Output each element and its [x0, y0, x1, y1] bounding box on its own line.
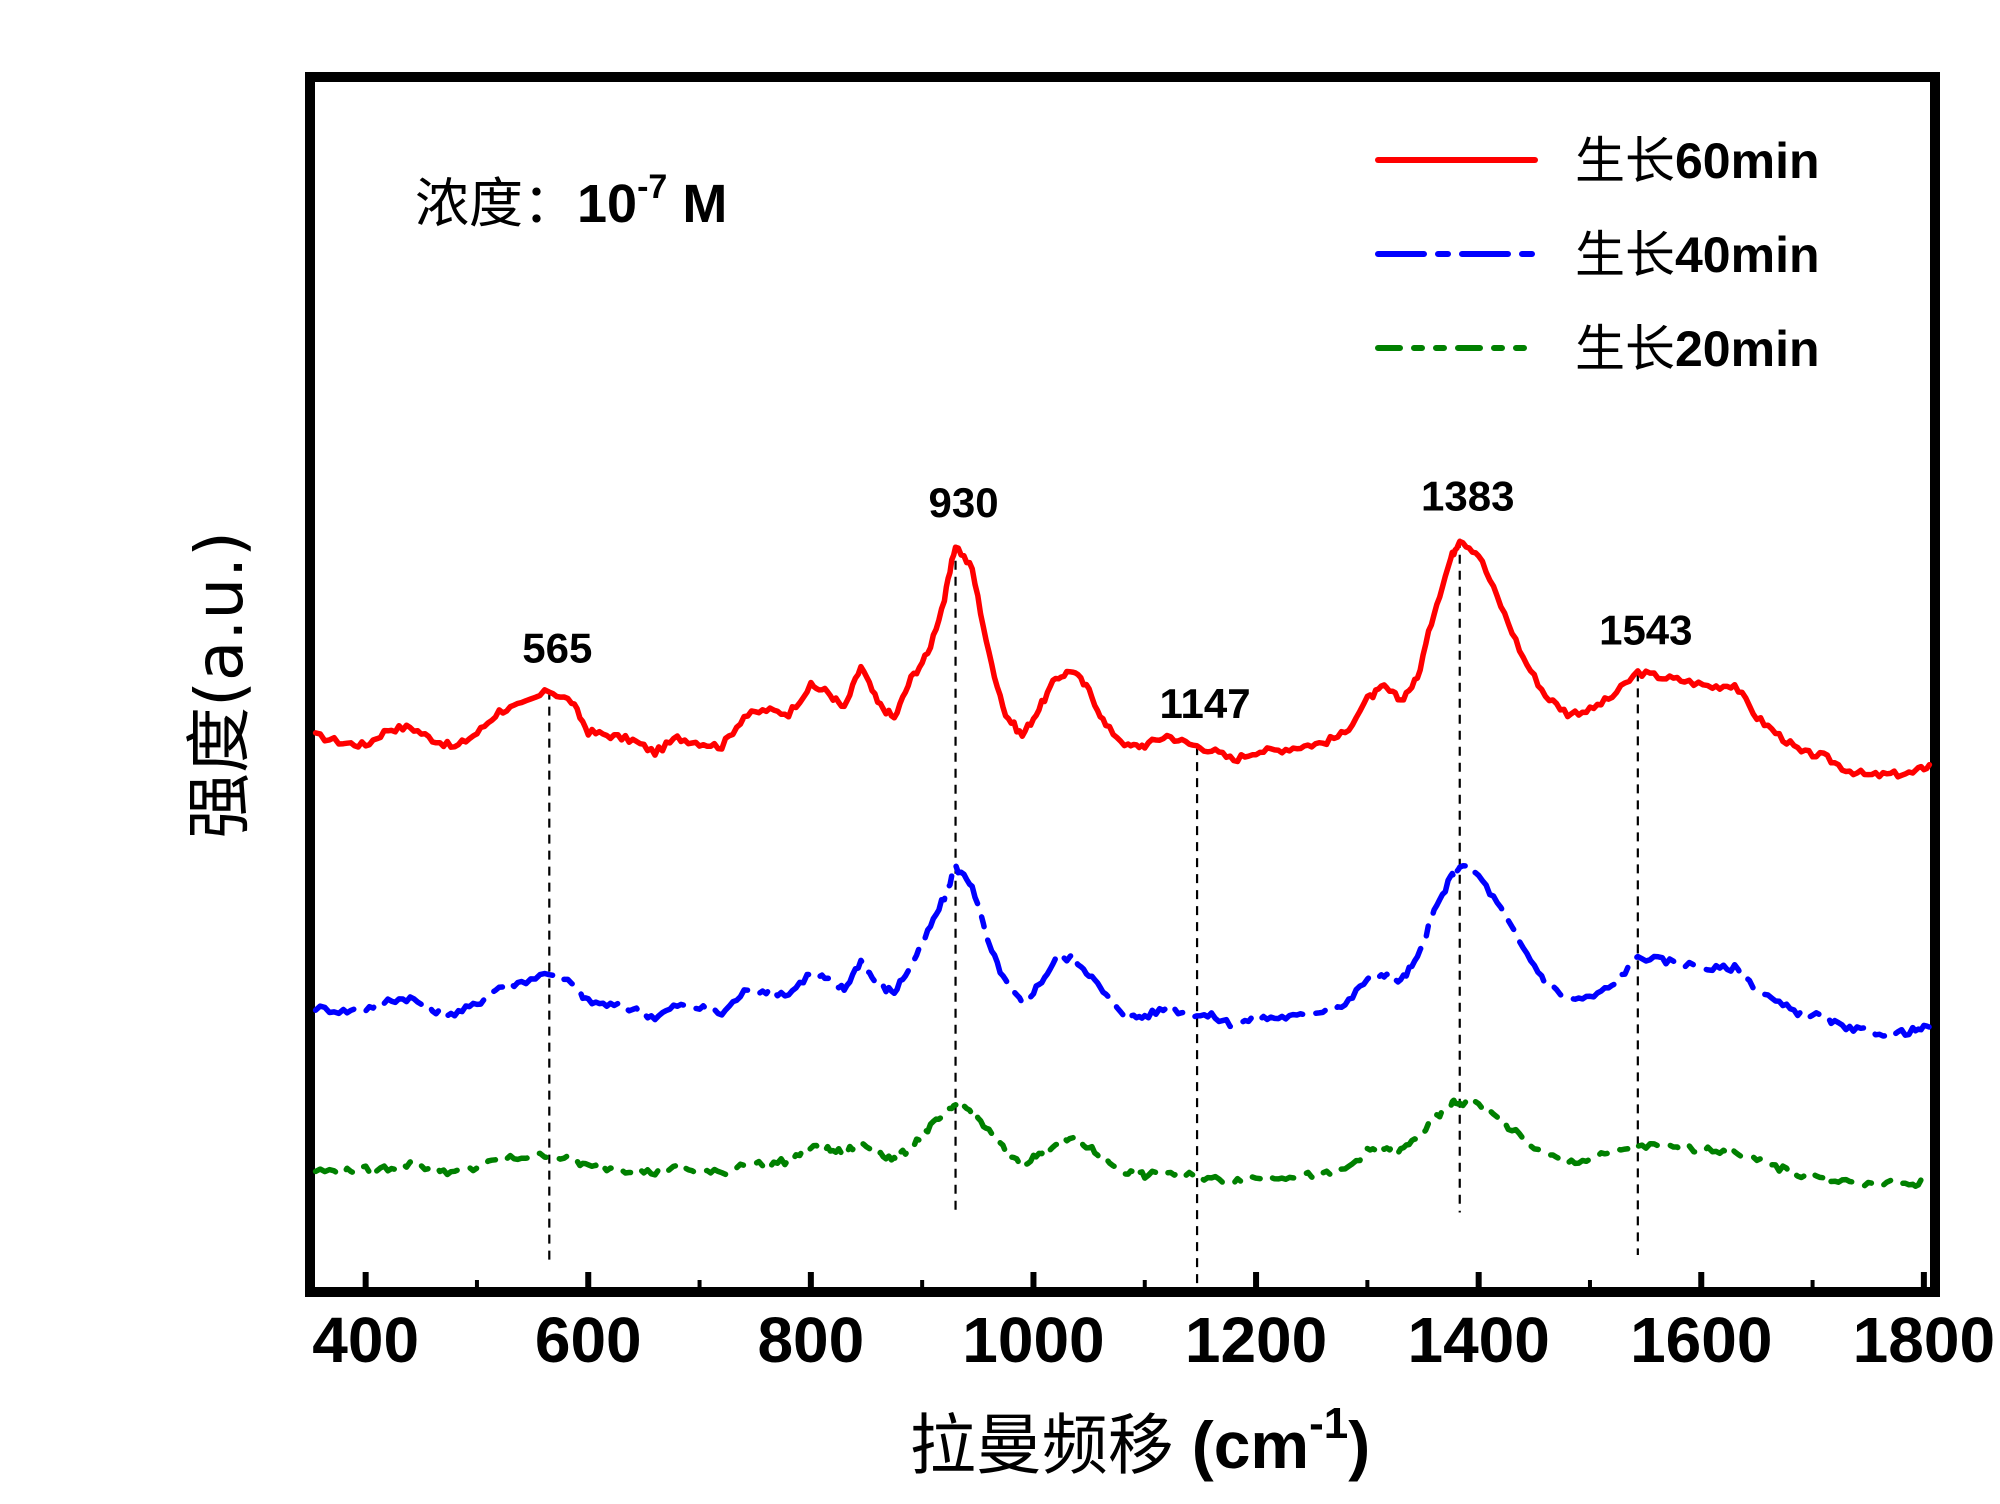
- x-axis-unit-prefix: (cm: [1192, 1408, 1309, 1482]
- concentration-exponent: -7: [637, 168, 667, 206]
- x-tick-label: 600: [535, 1304, 642, 1376]
- peak-label-1147: 1147: [1160, 680, 1251, 727]
- series-line-40min: [312, 861, 1933, 1039]
- x-tick-label: 1400: [1407, 1304, 1549, 1376]
- peak-label-930: 930: [929, 479, 999, 526]
- x-axis-title-text: 拉曼频移: [910, 1407, 1174, 1484]
- legend-label-60min: 生长60min: [1575, 132, 1820, 190]
- x-tick-label: 400: [312, 1304, 419, 1376]
- peak-label-1543: 1543: [1599, 606, 1692, 653]
- y-axis-title: 强度(a.u.): [181, 531, 258, 839]
- peak-label-1383: 1383: [1421, 473, 1514, 520]
- x-axis-ticks: 400 600 800 1000 1200 1400 1600 1800: [312, 1272, 1995, 1376]
- x-tick-label: 1800: [1853, 1304, 1995, 1376]
- series-line-60min: [312, 538, 1933, 780]
- x-tick-label: 1600: [1630, 1304, 1772, 1376]
- series-line-20min: [312, 1097, 1933, 1190]
- peak-markers: [548, 538, 1639, 1284]
- x-axis-unit-sup: -1: [1309, 1399, 1348, 1448]
- x-axis-title: 拉曼频移 (cm-1): [910, 1399, 1370, 1484]
- concentration-annotation: 浓度：10-7 M: [415, 168, 727, 235]
- series-layer: [312, 538, 1933, 1190]
- concentration-label: 浓度：: [415, 172, 577, 235]
- peak-labels: 565 930 1147 1383 1543: [522, 473, 1692, 727]
- x-axis-unit-suffix: ): [1348, 1408, 1370, 1482]
- peak-label-565: 565: [522, 625, 592, 672]
- legend-label-20min: 生长20min: [1575, 320, 1820, 378]
- concentration-unit: M: [667, 174, 727, 234]
- legend-label-40min: 生长40min: [1575, 226, 1820, 284]
- concentration-base: 10: [577, 174, 637, 234]
- plot-frame: [305, 72, 1940, 1297]
- x-tick-label: 1200: [1185, 1304, 1327, 1376]
- x-tick-label: 800: [757, 1304, 864, 1376]
- legend: 生长60min 生长40min 生长20min: [1375, 132, 1820, 378]
- x-tick-label: 1000: [962, 1304, 1104, 1376]
